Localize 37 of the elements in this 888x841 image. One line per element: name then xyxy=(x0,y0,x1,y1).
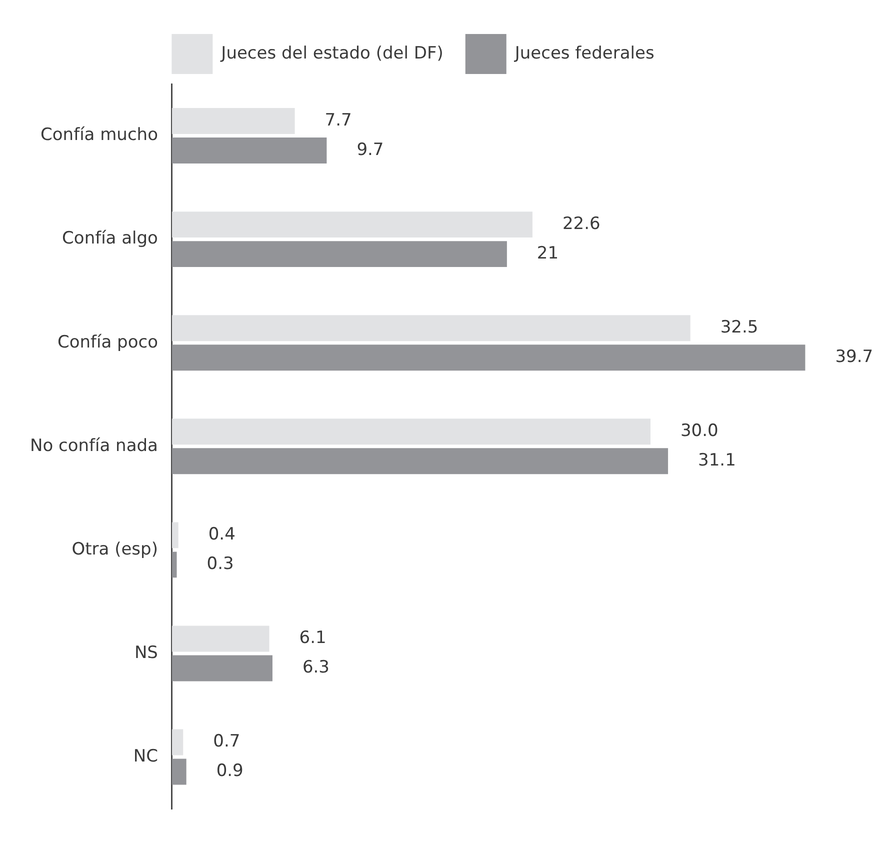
y-tick-label: Otra (esp) xyxy=(72,539,158,560)
bar xyxy=(172,522,178,548)
data-label: 0.3 xyxy=(206,554,234,574)
y-tick-label: Confía poco xyxy=(57,332,158,352)
bar xyxy=(172,138,327,164)
data-label: 32.5 xyxy=(720,318,758,338)
y-tick-label: NS xyxy=(134,642,158,663)
data-label: 22.6 xyxy=(562,214,600,234)
y-tick-label: Confía mucho xyxy=(40,125,158,146)
bar xyxy=(172,626,270,652)
data-label: 7.7 xyxy=(324,110,352,130)
legend-label: Jueces del estado (del DF) xyxy=(220,43,444,64)
bar xyxy=(172,448,668,474)
bar xyxy=(172,552,177,578)
bar xyxy=(172,344,806,371)
bar xyxy=(172,729,184,756)
bar xyxy=(172,108,295,134)
data-label: 0.4 xyxy=(208,524,236,545)
bar xyxy=(172,758,186,785)
data-label: 0.9 xyxy=(216,761,244,782)
legend-label: Jueces federales xyxy=(514,43,654,64)
data-label: 6.1 xyxy=(299,628,326,648)
bar xyxy=(172,241,507,268)
bar xyxy=(172,418,650,445)
bar xyxy=(172,655,272,682)
data-label: 21 xyxy=(536,243,559,264)
data-label: 0.7 xyxy=(213,732,240,752)
data-label: 9.7 xyxy=(356,140,384,160)
data-label: 30.0 xyxy=(680,421,718,442)
y-tick-label: No confía nada xyxy=(30,436,158,456)
y-tick-label: NC xyxy=(133,746,158,766)
data-label: 31.1 xyxy=(698,450,736,471)
data-label: 39.7 xyxy=(835,347,874,368)
y-tick-label: Confía algo xyxy=(62,228,158,249)
bar xyxy=(172,315,690,342)
bar xyxy=(172,212,532,238)
data-label: 6.3 xyxy=(302,658,330,678)
